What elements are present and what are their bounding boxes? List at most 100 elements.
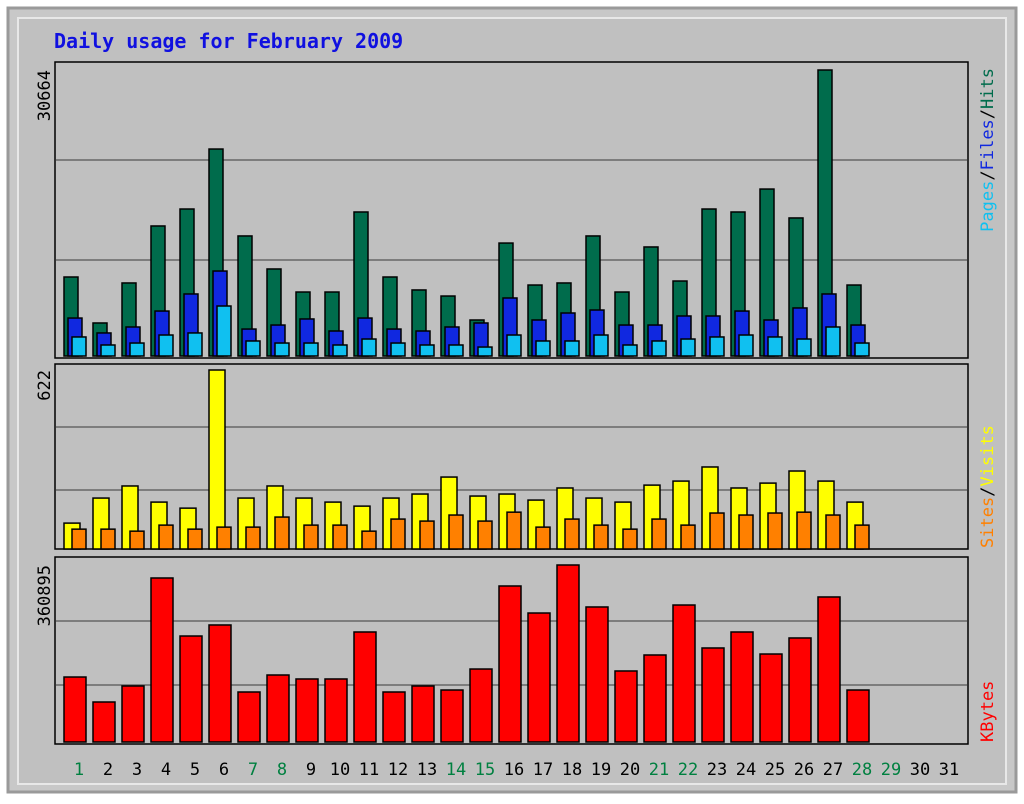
bar — [92, 701, 116, 743]
bar — [324, 678, 348, 743]
bar — [158, 524, 174, 550]
bar — [556, 564, 580, 743]
bar — [701, 647, 725, 743]
bar — [390, 518, 406, 550]
bar — [846, 689, 870, 743]
bar — [535, 526, 551, 550]
bar — [730, 631, 754, 743]
bar — [796, 511, 812, 550]
x-tick-label: 9 — [306, 760, 316, 780]
x-tick-label: 24 — [736, 760, 756, 780]
bar — [767, 336, 783, 357]
bar — [150, 577, 174, 743]
x-tick-label: 29 — [881, 760, 901, 780]
bar — [129, 342, 145, 357]
bar — [274, 516, 290, 550]
x-tick-label: 10 — [330, 760, 350, 780]
bar — [179, 635, 203, 743]
legend-separator: / — [978, 170, 998, 180]
x-tick-label: 1 — [74, 760, 84, 780]
legend-separator: / — [978, 109, 998, 119]
bar — [390, 342, 406, 357]
bar — [245, 526, 261, 550]
bar — [208, 369, 226, 550]
x-tick-label: 26 — [794, 760, 814, 780]
bar — [535, 340, 551, 357]
bar — [643, 654, 667, 743]
bar — [266, 674, 290, 743]
bar — [498, 585, 522, 743]
bar — [622, 528, 638, 550]
bar — [709, 512, 725, 550]
bar — [274, 342, 290, 357]
bar — [216, 526, 232, 550]
bar — [738, 334, 754, 357]
y-tick-label: 622 — [35, 370, 55, 401]
bar — [121, 685, 145, 743]
bar — [71, 336, 87, 357]
bar — [477, 346, 493, 357]
legend-entry: Files — [978, 119, 998, 170]
x-tick-label: 8 — [277, 760, 287, 780]
bar — [419, 344, 435, 357]
x-tick-label: 20 — [620, 760, 640, 780]
y-tick-label: 30664 — [35, 70, 55, 121]
legend-entry: Hits — [978, 68, 998, 109]
legend: Pages/Files/Hits — [978, 68, 998, 232]
bar — [651, 340, 667, 357]
bar — [796, 338, 812, 357]
bar — [361, 530, 377, 550]
bar — [585, 606, 609, 743]
x-tick-label: 21 — [649, 760, 669, 780]
bar — [614, 670, 638, 743]
bar — [593, 524, 609, 550]
legend-entry: Sites — [978, 497, 998, 548]
x-tick-label: 25 — [765, 760, 785, 780]
bar — [788, 637, 812, 743]
legend-separator: / — [978, 487, 998, 497]
legend: KBytes — [978, 681, 998, 742]
bar — [100, 528, 116, 550]
legend-entry: Pages — [978, 181, 998, 232]
bar — [448, 344, 464, 357]
bar — [477, 520, 493, 550]
bar — [672, 604, 696, 743]
x-tick-label: 7 — [248, 760, 258, 780]
x-tick-label: 2 — [103, 760, 113, 780]
bar — [129, 530, 145, 550]
x-tick-label: 5 — [190, 760, 200, 780]
legend-entry: Visits — [978, 425, 998, 486]
bar — [564, 518, 580, 550]
bar — [63, 676, 87, 743]
x-tick-label: 31 — [939, 760, 959, 780]
bar — [825, 514, 841, 550]
bar — [100, 344, 116, 357]
x-tick-label: 14 — [446, 760, 466, 780]
bar — [295, 678, 319, 743]
bar — [680, 338, 696, 357]
legend-entry: KBytes — [978, 681, 998, 742]
bar — [854, 342, 870, 357]
x-tick-label: 23 — [707, 760, 727, 780]
x-tick-label: 22 — [678, 760, 698, 780]
bar — [411, 685, 435, 743]
bar — [187, 528, 203, 550]
bar — [506, 334, 522, 357]
bar — [564, 340, 580, 357]
bar — [187, 332, 203, 357]
x-tick-label: 3 — [132, 760, 142, 780]
bar — [622, 344, 638, 357]
bar — [353, 631, 377, 743]
bar — [709, 336, 725, 357]
bar — [245, 340, 261, 357]
bar — [303, 524, 319, 550]
bar — [208, 624, 232, 743]
bar — [506, 511, 522, 550]
chart-title: Daily usage for February 2009 — [54, 29, 403, 53]
bar — [440, 689, 464, 743]
bar — [527, 612, 551, 743]
x-tick-label: 6 — [219, 760, 229, 780]
x-tick-label: 19 — [591, 760, 611, 780]
bar — [237, 691, 261, 743]
